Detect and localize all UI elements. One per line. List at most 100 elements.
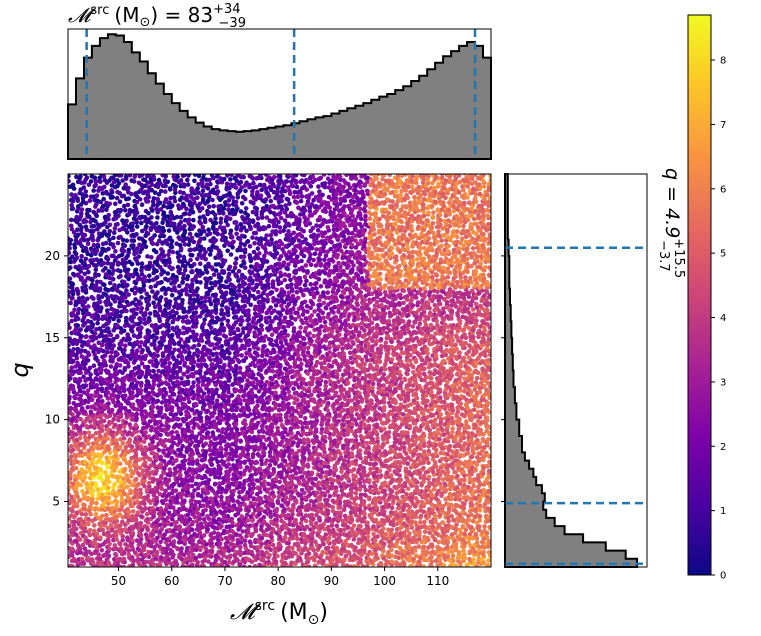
scatter-point xyxy=(179,514,185,519)
scatter-point xyxy=(93,335,99,341)
scatter-point xyxy=(87,469,93,474)
scatter-point xyxy=(78,397,84,403)
scatter-point xyxy=(206,339,211,345)
scatter-point xyxy=(104,189,109,195)
scatter-point xyxy=(131,238,137,244)
scatter-point xyxy=(100,191,106,196)
scatter-point xyxy=(139,325,144,330)
joint-scatter-points xyxy=(68,174,491,567)
scatter-point xyxy=(98,394,103,399)
scatter-point xyxy=(93,182,98,188)
scatter-point xyxy=(106,495,112,501)
scatter-point xyxy=(76,384,82,390)
scatter-point xyxy=(166,382,171,387)
scatter-point xyxy=(201,228,207,234)
scatter-point xyxy=(234,466,239,472)
scatter-point xyxy=(210,430,216,435)
scatter-point xyxy=(102,184,107,190)
scatter-point xyxy=(161,285,167,291)
scatter-point xyxy=(245,557,250,562)
scatter-point xyxy=(97,175,102,181)
scatter-point xyxy=(68,289,72,295)
scatter-point xyxy=(235,357,241,363)
scatter-point xyxy=(115,260,121,266)
scatter-point xyxy=(242,275,248,281)
scatter-point xyxy=(104,512,109,518)
scatter-point xyxy=(254,282,260,288)
scatter-point xyxy=(237,370,243,375)
scatter-point xyxy=(92,528,97,534)
scatter-point xyxy=(234,557,240,562)
scatter-point xyxy=(219,322,225,327)
scatter-point xyxy=(130,402,136,407)
scatter-point xyxy=(135,306,140,312)
scatter-point xyxy=(82,217,87,223)
scatter-point xyxy=(255,216,261,221)
scatter-point xyxy=(70,527,75,532)
scatter-point xyxy=(249,174,254,180)
scatter-point xyxy=(93,355,99,361)
scatter-point xyxy=(253,376,259,382)
scatter-point xyxy=(68,389,71,395)
scatter-point xyxy=(247,244,253,249)
scatter-point xyxy=(169,244,175,250)
scatter-point xyxy=(177,524,183,529)
scatter-point xyxy=(85,405,91,410)
scatter-point xyxy=(172,347,177,353)
scatter-point xyxy=(99,386,105,392)
scatter-point xyxy=(133,452,139,458)
scatter-point xyxy=(101,358,107,363)
scatter-point xyxy=(123,208,128,213)
scatter-point xyxy=(214,387,219,393)
scatter-point xyxy=(93,512,99,517)
scatter-point xyxy=(207,252,213,257)
scatter-point xyxy=(143,430,148,435)
scatter-point xyxy=(125,333,131,339)
scatter-point xyxy=(217,541,223,547)
scatter-point xyxy=(233,363,239,369)
scatter-point xyxy=(98,459,104,465)
scatter-point xyxy=(101,247,107,252)
scatter-point xyxy=(82,525,88,531)
scatter-point xyxy=(163,174,169,179)
scatter-point xyxy=(197,516,203,522)
scatter-point xyxy=(73,465,79,471)
scatter-point xyxy=(253,444,258,449)
scatter-point xyxy=(68,492,72,497)
scatter-point xyxy=(136,254,141,259)
scatter-point xyxy=(106,459,111,465)
scatter-point xyxy=(247,253,252,258)
scatter-point xyxy=(174,310,179,316)
scatter-point xyxy=(180,563,186,567)
scatter-point xyxy=(117,369,123,374)
scatter-point xyxy=(245,518,251,523)
scatter-point xyxy=(85,358,91,363)
scatter-point xyxy=(202,236,207,241)
scatter-point xyxy=(145,231,151,236)
scatter-point xyxy=(198,221,204,226)
scatter-point xyxy=(122,406,128,411)
scatter-point xyxy=(252,241,257,246)
scatter-point xyxy=(200,196,206,202)
scatter-point xyxy=(193,499,199,505)
scatter-point xyxy=(125,360,131,366)
scatter-point xyxy=(207,231,213,236)
scatter-point xyxy=(231,330,237,335)
scatter-point xyxy=(217,337,223,342)
scatter-point xyxy=(146,194,151,200)
scatter-point xyxy=(79,225,84,230)
scatter-point xyxy=(249,459,255,465)
scatter-point xyxy=(68,447,72,452)
scatter-point xyxy=(261,484,267,489)
scatter-point xyxy=(233,261,238,266)
scatter-point xyxy=(240,214,245,220)
scatter-point xyxy=(247,539,253,544)
scatter-point xyxy=(255,289,261,295)
marginal-x-title-unit-sub: ⊙ xyxy=(139,15,150,30)
scatter-point xyxy=(225,383,231,389)
scatter-point xyxy=(105,256,111,262)
scatter-point xyxy=(178,422,183,428)
scatter-point xyxy=(75,310,81,316)
scatter-point xyxy=(121,351,127,357)
